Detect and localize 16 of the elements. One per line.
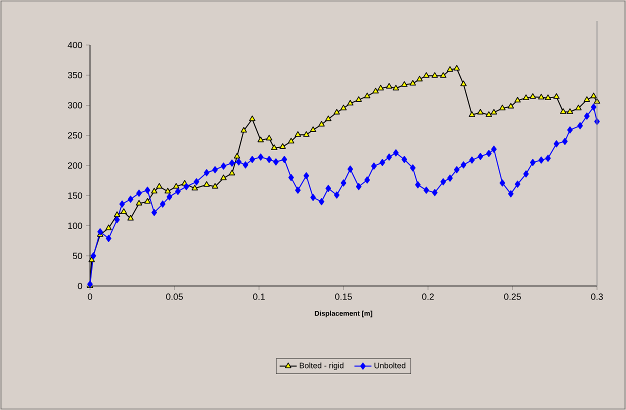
y-tick-label: 400 — [68, 42, 82, 48]
x-tick-label: 0 — [88, 294, 92, 300]
y-tick-label: 200 — [68, 162, 82, 169]
y-tick-label: 50 — [72, 252, 82, 260]
y-tick-label: 300 — [68, 102, 82, 108]
x-tick-label: 0.05 — [166, 294, 183, 300]
y-tick-label: 150 — [68, 192, 82, 199]
x-tick-label: 0.15 — [335, 294, 352, 300]
y-tick-label: 0 — [78, 282, 82, 290]
y-tick-label: 250 — [68, 132, 82, 139]
x-tick-label: 0.2 — [422, 294, 434, 300]
x-tick-label: 0.3 — [591, 294, 603, 300]
y-tick-label: 100 — [68, 222, 82, 229]
x-tick-label: 0.25 — [504, 294, 521, 300]
x-tick-label: 0.1 — [253, 294, 265, 300]
y-tick-label: 350 — [68, 72, 82, 78]
